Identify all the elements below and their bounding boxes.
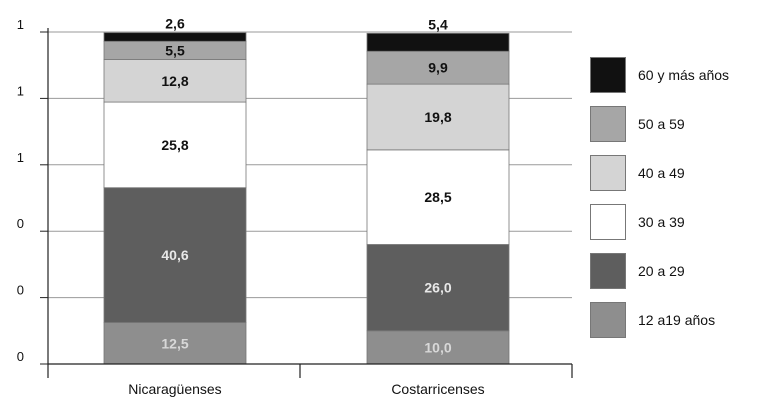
legend-item: 30 a 39 xyxy=(590,197,764,246)
legend: 60 y más años 50 a 59 40 a 49 30 a 39 20 a 2… xyxy=(590,50,764,344)
y-tick-label: 1 xyxy=(17,83,24,98)
data-label: 25,8 xyxy=(161,137,188,153)
legend-label: 30 a 39 xyxy=(638,213,685,230)
data-label: 12,8 xyxy=(161,73,188,89)
bar-segment xyxy=(366,244,510,332)
data-label: 19,8 xyxy=(424,109,451,125)
data-label: 12,5 xyxy=(161,335,188,351)
data-label: 40,6 xyxy=(161,247,188,263)
bar-segment xyxy=(103,322,247,365)
legend-swatch xyxy=(590,154,626,191)
data-label: 10,0 xyxy=(424,339,451,355)
bar-segment xyxy=(366,149,510,245)
y-tick-label: 1 xyxy=(17,150,24,165)
legend-label: 60 y más años xyxy=(638,66,730,83)
bar-segment xyxy=(366,32,510,52)
legend-item: 40 a 49 xyxy=(590,148,764,197)
legend-item: 20 a 29 xyxy=(590,246,764,295)
legend-swatch xyxy=(590,203,626,240)
x-category-label: Costarricenses xyxy=(391,381,484,397)
y-tick-label: 0 xyxy=(17,283,24,298)
bar-segment xyxy=(103,32,247,42)
x-category-label: Nicaragüenses xyxy=(128,381,221,397)
bar-segment xyxy=(103,187,247,323)
data-label: 26,0 xyxy=(424,280,451,296)
legend-item: 50 a 59 xyxy=(590,99,764,148)
legend-swatch xyxy=(590,252,626,289)
legend-label: 20 a 29 xyxy=(638,262,685,279)
bar-segment xyxy=(103,59,247,103)
bar-segment xyxy=(366,50,510,85)
bar-segment xyxy=(366,330,510,365)
legend-swatch xyxy=(590,105,626,142)
legend-swatch xyxy=(590,56,626,93)
data-label: 9,9 xyxy=(428,60,448,76)
y-tick-label: 0 xyxy=(17,216,24,231)
legend-label: 12 a19 años xyxy=(638,311,716,328)
legend-item: 60 y más años xyxy=(590,50,764,99)
legend-swatch xyxy=(590,301,626,338)
legend-item: 12 a19 años xyxy=(590,295,764,344)
data-label: 5,4 xyxy=(428,16,448,32)
data-label: 28,5 xyxy=(424,189,451,205)
legend-label: 50 a 59 xyxy=(638,115,685,132)
data-label: 5,5 xyxy=(165,42,185,58)
bar-segment xyxy=(366,83,510,151)
y-tick-label: 1 xyxy=(17,17,24,32)
bar-segment xyxy=(103,101,247,189)
data-label: 2,6 xyxy=(165,16,185,32)
legend-label: 40 a 49 xyxy=(638,164,685,181)
y-tick-label: 0 xyxy=(17,349,24,364)
